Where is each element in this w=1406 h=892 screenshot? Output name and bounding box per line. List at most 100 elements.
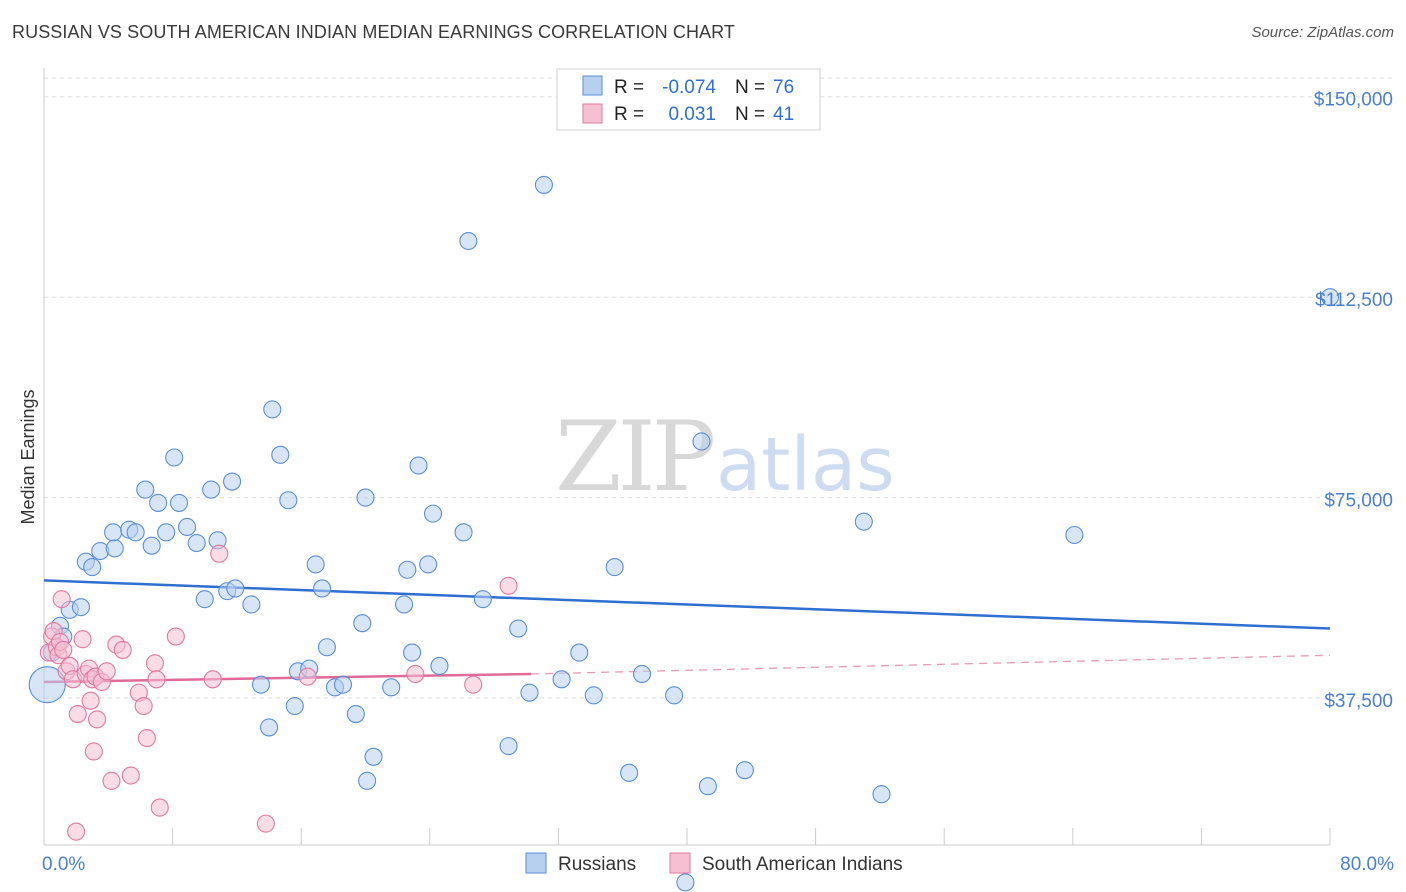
point-russians-21 xyxy=(195,590,214,609)
y-axis-label: Median Earnings xyxy=(18,389,38,524)
point-russians-17 xyxy=(165,448,184,467)
point-russians-59 xyxy=(520,683,539,702)
legend-r-value-0: -0.074 xyxy=(662,77,716,98)
legend-n-value-0: 76 xyxy=(773,77,794,98)
point-russians-30 xyxy=(263,400,282,419)
point-russians-38 xyxy=(317,638,336,657)
point-south-american-indians-34 xyxy=(203,670,222,689)
point-south-american-indians-11 xyxy=(67,822,86,841)
point-russians-13 xyxy=(136,480,155,499)
point-russians-33 xyxy=(285,696,304,716)
point-russians-46 xyxy=(382,678,401,697)
point-south-american-indians-29 xyxy=(137,729,156,748)
bottom-legend: Russians South American Indians xyxy=(525,852,903,875)
point-russians-7 xyxy=(83,558,102,577)
point-russians-57 xyxy=(499,737,518,756)
point-russians-29 xyxy=(259,718,279,737)
point-russians-37 xyxy=(313,579,332,598)
point-russians-12 xyxy=(126,523,145,542)
point-russians-31 xyxy=(271,445,290,464)
point-south-american-indians-20 xyxy=(87,710,107,729)
point-russians-32 xyxy=(279,491,298,510)
point-russians-0 xyxy=(28,666,66,704)
watermark-atlas: atlas xyxy=(716,422,895,508)
chart-title: RUSSIAN VS SOUTH AMERICAN INDIAN MEDIAN … xyxy=(12,22,736,42)
point-russians-27 xyxy=(242,595,261,614)
point-russians-10 xyxy=(104,523,123,542)
point-south-american-indians-37 xyxy=(298,667,317,686)
point-russians-71 xyxy=(735,761,754,780)
point-russians-68 xyxy=(676,873,695,892)
bottom-legend-swatch-russians xyxy=(525,852,547,874)
point-south-american-indians-7 xyxy=(54,640,73,659)
point-south-american-indians-33 xyxy=(166,627,185,646)
trend-line-0 xyxy=(43,579,1331,630)
point-russians-9 xyxy=(105,539,124,558)
y-tick-label-3: $37,500 xyxy=(1324,691,1393,712)
point-south-american-indians-28 xyxy=(134,696,153,716)
bottom-legend-label-south-american-indians: South American Indians xyxy=(702,854,903,875)
point-south-american-indians-35 xyxy=(210,544,229,563)
point-south-american-indians-16 xyxy=(81,691,100,710)
point-russians-56 xyxy=(473,590,492,609)
point-south-american-indians-26 xyxy=(121,766,140,785)
point-russians-26 xyxy=(226,579,245,598)
point-south-american-indians-22 xyxy=(97,662,116,681)
point-russians-43 xyxy=(356,488,375,507)
point-russians-73 xyxy=(872,785,891,804)
point-russians-70 xyxy=(698,777,717,796)
point-south-american-indians-31 xyxy=(147,670,166,689)
point-russians-52 xyxy=(423,504,443,523)
point-russians-58 xyxy=(509,619,528,638)
point-russians-14 xyxy=(142,536,161,555)
y-tick-labels: $150,000 $112,500 $75,000 $37,500 xyxy=(1314,90,1393,712)
point-russians-74 xyxy=(1065,525,1084,545)
point-russians-22 xyxy=(202,480,221,499)
point-russians-53 xyxy=(430,656,449,675)
point-russians-55 xyxy=(459,231,478,251)
y-tick-label-1: $112,500 xyxy=(1315,290,1393,311)
point-south-american-indians-30 xyxy=(145,654,164,673)
legend-swatch-russians xyxy=(582,75,603,96)
point-russians-40 xyxy=(333,675,353,694)
point-russians-5 xyxy=(71,598,91,617)
legend-r-value-1: 0.031 xyxy=(668,104,716,125)
point-russians-15 xyxy=(149,493,168,512)
point-russians-75 xyxy=(1320,288,1340,307)
legend-n-value-1: 41 xyxy=(773,104,794,125)
point-south-american-indians-13 xyxy=(73,630,92,649)
legend-swatch-south-american-indians xyxy=(582,103,603,124)
x-tick-label-left: 0.0% xyxy=(42,854,85,875)
y-tick-label-0: $150,000 xyxy=(1314,90,1393,111)
point-south-american-indians-23 xyxy=(102,771,121,790)
point-russians-72 xyxy=(854,512,873,531)
point-russians-47 xyxy=(395,595,414,614)
point-russians-67 xyxy=(665,686,684,705)
point-russians-64 xyxy=(605,558,624,577)
point-russians-45 xyxy=(358,771,377,790)
data-points xyxy=(28,175,1340,892)
trend-line-extension-1 xyxy=(531,654,1331,675)
legend-n-label-0: N = xyxy=(735,77,765,98)
point-russians-19 xyxy=(178,517,197,537)
point-russians-36 xyxy=(306,555,325,574)
point-south-american-indians-12 xyxy=(68,705,87,724)
bottom-legend-swatch-south-american-indians xyxy=(669,852,691,874)
point-russians-51 xyxy=(419,555,438,574)
point-south-american-indians-25 xyxy=(113,640,132,659)
point-south-american-indians-39 xyxy=(464,675,483,694)
point-south-american-indians-38 xyxy=(406,664,425,684)
point-russians-65 xyxy=(620,763,639,782)
x-tick-label-right: 80.0% xyxy=(1340,854,1394,875)
legend-n-label-1: N = xyxy=(735,104,765,125)
point-russians-60 xyxy=(534,175,553,194)
point-south-american-indians-18 xyxy=(84,742,103,761)
point-russians-63 xyxy=(584,686,603,705)
point-russians-49 xyxy=(403,643,422,662)
watermark-zip: ZIP xyxy=(555,401,714,513)
point-russians-16 xyxy=(157,523,176,542)
point-south-american-indians-32 xyxy=(150,798,169,817)
point-russians-48 xyxy=(398,560,417,579)
watermark: ZIP atlas xyxy=(555,401,895,513)
